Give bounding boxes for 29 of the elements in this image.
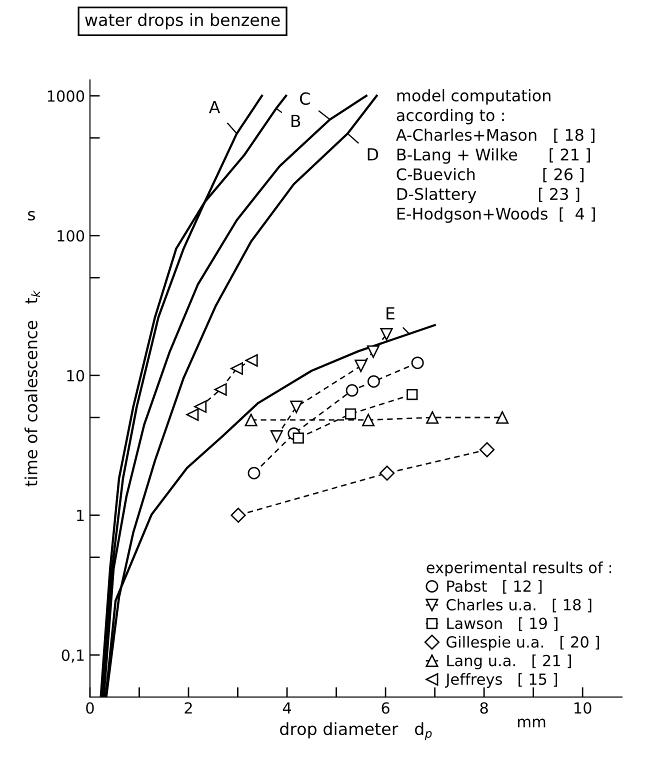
annotation: model computation according to : A-Charles+Mason [ 18 ] B-Lang + Wilke [ 21 ] C-Buevich [ 26 ] D-Slattery [ 23 ] E-Hodgson+Woods [ 4 ]	[396, 89, 595, 223]
y-tick-label: 0,1	[62, 649, 84, 663]
x-axis-title: drop diameter d$_{p}$	[280, 722, 432, 740]
x-tick-label: 0	[86, 702, 94, 714]
legend-label: Jeffreys [ 15 ]	[444, 673, 558, 688]
chart-title: water drops in benzene	[85, 13, 280, 30]
y-tick-label: 1	[77, 510, 84, 522]
y-tick-label: 100	[58, 230, 84, 242]
legend-label: Lawson [ 19 ]	[447, 617, 558, 631]
y-axis-title: time of coalescence t$_{k}$	[24, 290, 40, 486]
x-tick-label: 4	[282, 702, 292, 714]
y-tick-label: 1000	[48, 90, 84, 102]
legend-title: experimental results of :	[426, 561, 612, 576]
legend-label: Lang u.a. [ 21 ]	[447, 654, 571, 670]
x-tick-label: 10	[574, 702, 592, 714]
annotation: E	[386, 307, 394, 320]
legend-label: Pabst [ 12 ]	[447, 580, 542, 594]
legend-label: Gillespie u.a. [ 20 ]	[446, 636, 599, 651]
x-tick-label: 6	[382, 702, 390, 714]
text: s	[28, 210, 35, 221]
legend-label: Charles u.a. [ 18 ]	[446, 598, 592, 612]
annotation: A	[208, 101, 220, 114]
x-tick-label: 2	[184, 702, 192, 714]
annotation: D	[368, 148, 378, 160]
annotation: B	[292, 114, 300, 127]
x-tick-label: 8	[480, 702, 488, 714]
y-tick-label: 10	[67, 370, 84, 382]
text: mm	[518, 718, 546, 728]
annotation: C	[300, 92, 310, 105]
